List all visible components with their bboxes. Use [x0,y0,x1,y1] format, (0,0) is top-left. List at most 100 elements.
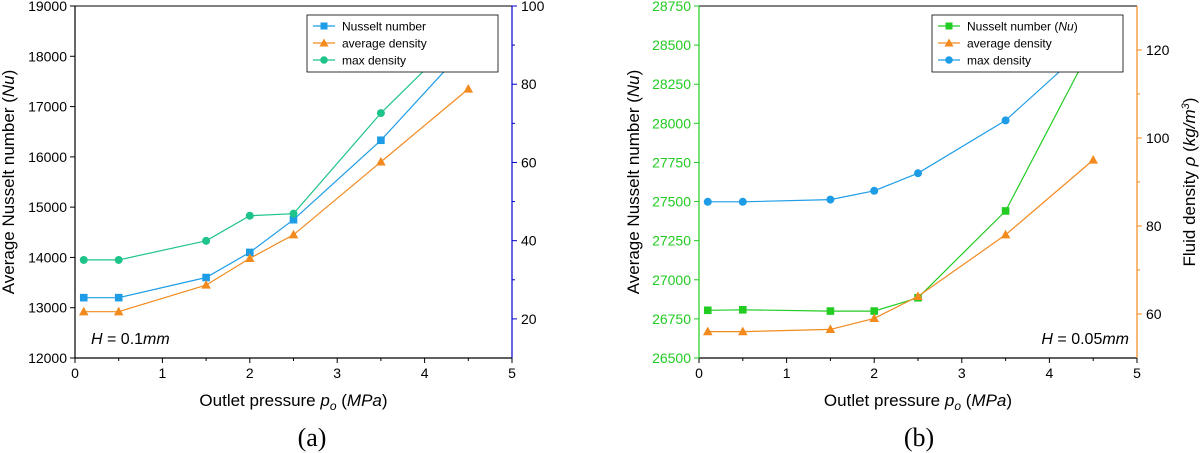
legend-entry: Nusselt number (Nu) [938,20,1078,34]
data-point-triangle [288,229,299,239]
data-point-triangle [245,253,255,263]
legend: Nusselt number (Nu) average density max de… [931,14,1124,73]
x-tick-label: 2 [246,365,254,381]
legend-marker-square [320,22,328,30]
legend-label: average density [342,37,427,51]
legend-entry: average density [938,37,1052,51]
data-point-square [246,248,254,257]
left-y-axis-label: Average Nusselt number (Nu) [0,70,18,295]
left-y-tick-label: 14000 [28,249,67,265]
annotation-gap-height: H = 0.05mm [1041,331,1129,348]
data-point-circle [703,197,712,206]
x-tick-label: 4 [1046,365,1054,381]
x-tick-label: 4 [421,365,429,381]
data-point-square [1001,207,1010,215]
series-line [707,43,1094,312]
right-y-tick-label: 20 [521,311,537,327]
left-y-tick-label: 27000 [652,272,691,288]
legend-label: average density [967,37,1052,51]
x-tick-label: 0 [695,365,703,381]
data-point-triangle [201,280,211,289]
data-point-circle [376,109,385,118]
legend-box [931,14,1124,73]
legend-marker-triangle [319,38,329,47]
data-point-square [739,306,747,314]
x-tick-label: 2 [870,365,878,381]
left-y-tick-label: 27750 [652,154,691,170]
data-point-square [289,215,298,224]
legend-marker-circle [945,56,953,64]
legend-box [306,14,499,73]
left-y-tick-label: 26750 [652,311,691,327]
legend-entry: Nusselt number [313,20,426,34]
series-line [707,159,1094,333]
left-y-tick-label: 12000 [28,350,67,366]
data-point-circle [738,197,747,206]
data-point-circle [79,255,88,264]
x-axis-label: Outlet pressure po (MPa) [199,391,387,413]
chart-panel-b: 0 1 2 3 4 5 26500 26750 27000 27250 27500 27750 2800… [624,0,1199,452]
left-y-tick-label: 13000 [28,300,67,316]
x-tick-label: 1 [159,365,167,381]
data-point-triangle [463,83,474,93]
series-circle-b [703,37,1098,206]
left-y-tick-label: 28000 [652,115,691,131]
series-triangle-b [702,155,1098,336]
legend: Nusselt number average density max density [306,14,499,73]
x-tick-label: 0 [71,365,79,381]
legend-marker-square [945,22,953,30]
right-y-tick-label: 120 [1146,42,1170,58]
legend-label: Nusselt number [342,20,426,34]
left-y-tick-label: 27500 [652,194,691,210]
data-point-square [870,307,878,315]
legend-entry: average density [313,37,427,51]
data-point-square [114,293,123,302]
chart-panel-a: 0 1 2 3 4 5 12000 13000 14000 15000 16000 17000 1800… [0,0,545,452]
data-point-triangle [1088,155,1098,164]
left-y-tick-label: 16000 [28,149,67,165]
left-y-tick-label: 26500 [652,350,691,366]
x-tick-label: 3 [958,365,966,381]
data-point-triangle [913,291,923,300]
legend-entry: max density [938,54,1031,68]
right-y-tick-label: 80 [521,76,537,92]
data-point-circle [202,236,211,245]
x-tick-label: 3 [333,365,341,381]
data-point-circle [826,195,835,204]
right-y-tick-label: 40 [521,233,537,249]
legend-marker-circle [320,56,328,64]
data-point-circle [914,169,922,178]
data-point-circle [1001,116,1010,125]
data-point-circle [245,211,254,220]
left-y-tick-label: 28500 [652,37,691,53]
series-square-b [703,39,1097,315]
legend-label: max density [967,54,1031,68]
right-y-axis-label: Fluid density ρ (kg/m3) [1180,98,1199,267]
left-y-tick-label: 27250 [652,233,691,249]
left-y-tick-label: 18000 [28,48,67,64]
left-y-tick-label: 17000 [28,99,67,115]
data-point-triangle [825,324,836,333]
right-y-tick-label: 60 [1146,306,1162,322]
left-y-tick-label: 19000 [28,0,67,14]
data-point-triangle [78,306,89,316]
data-point-circle [870,186,879,195]
data-point-triangle [738,326,748,336]
legend-label: Nusselt number (Nu) [967,20,1078,34]
panel-label: (b) [904,423,934,452]
left-y-tick-label: 28250 [652,76,691,92]
x-tick-label: 1 [783,365,791,381]
legend-label: max density [342,54,406,68]
x-tick-label: 5 [1133,365,1141,381]
left-y-tick-label: 28750 [652,0,691,14]
annotation-gap-height: H = 0.1mm [91,331,170,348]
series-triangle-a [78,83,474,316]
data-point-square [826,307,835,315]
right-y-tick-label: 80 [1146,218,1162,234]
series-line [83,88,469,313]
data-point-square [377,136,385,145]
data-point-triangle [1000,229,1011,239]
data-point-triangle [376,156,386,166]
data-point-square [703,306,712,315]
